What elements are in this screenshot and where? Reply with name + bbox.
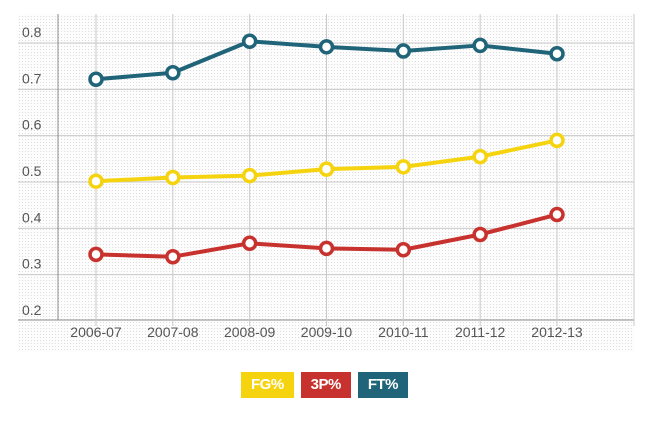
data-point	[395, 242, 412, 258]
data-point	[318, 161, 335, 177]
y-tick-label: 0.7	[22, 70, 42, 86]
y-tick-label: 0.3	[22, 256, 42, 272]
legend-item-ft: FT%	[357, 372, 409, 398]
data-point	[549, 46, 565, 62]
data-point	[88, 173, 104, 189]
legend-item-3p: 3P%	[300, 372, 351, 398]
x-tick-label: 2012-13	[531, 324, 583, 340]
data-point	[472, 226, 488, 243]
data-point	[165, 248, 181, 265]
y-tick-label: 0.4	[22, 209, 42, 225]
x-tick-label: 2010-11	[378, 324, 429, 340]
x-tick-label: 2009-10	[301, 324, 353, 340]
data-point	[549, 206, 565, 223]
data-point	[241, 235, 258, 252]
data-point	[241, 33, 258, 50]
legend: FG% 3P% FT%	[0, 372, 649, 400]
x-tick-label: 2008-09	[224, 324, 276, 340]
data-point	[165, 65, 181, 81]
data-point	[88, 246, 104, 263]
legend-item-fg: FG%	[240, 372, 294, 398]
x-tick-label: 2011-12	[455, 324, 506, 340]
data-point	[472, 37, 488, 54]
data-point	[395, 43, 412, 59]
data-point	[241, 167, 258, 184]
series-lines	[88, 33, 565, 265]
y-tick-label: 0.5	[22, 163, 42, 179]
y-tick-label: 0.2	[22, 302, 42, 318]
y-tick-label: 0.6	[22, 117, 42, 133]
x-tick-label: 2006-07	[70, 324, 122, 340]
data-point	[395, 159, 412, 175]
data-point	[472, 148, 488, 165]
data-point	[318, 240, 335, 257]
data-point	[549, 132, 565, 149]
x-axis-ticks: 2006-07 2007-08 2008-09 2009-10 2010-11 2011-…	[70, 324, 583, 340]
data-point	[165, 169, 181, 186]
x-tick-label: 2007-08	[147, 324, 199, 340]
y-axis-ticks: 0.2 0.3 0.4 0.5 0.6 0.7 0.8	[22, 24, 42, 318]
y-tick-label: 0.8	[22, 24, 42, 40]
data-point	[88, 71, 104, 88]
data-point	[318, 39, 335, 55]
